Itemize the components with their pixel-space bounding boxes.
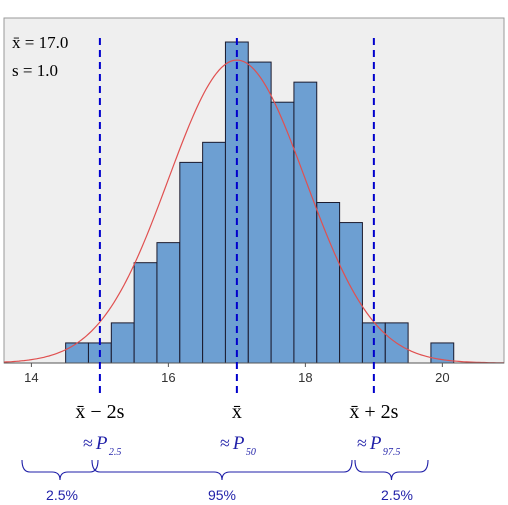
percentile-subscript-0: 2.5 bbox=[109, 447, 122, 458]
histogram-bar-0 bbox=[65, 342, 89, 364]
region-braces bbox=[21, 459, 429, 481]
approx-symbol-2: ≈ bbox=[357, 433, 367, 453]
histogram-bar-6 bbox=[202, 141, 226, 364]
approx-symbol-1: ≈ bbox=[220, 433, 230, 453]
brace-right-tail bbox=[354, 459, 429, 481]
histogram-bar-4 bbox=[156, 242, 181, 364]
reference-labels: x̄ − 2s≈ P 2.5x̄≈ P 50x̄ + 2s≈ P 97.5 bbox=[75, 401, 400, 458]
histogram-bar-8 bbox=[247, 61, 272, 364]
histogram-bar-3 bbox=[133, 262, 158, 364]
reference-label-1: x̄ bbox=[232, 401, 242, 423]
x-tick-label-2: 18 bbox=[298, 370, 312, 385]
histogram-bar-2 bbox=[110, 322, 135, 364]
brace-left-tail bbox=[21, 459, 99, 481]
histogram-bar-12 bbox=[339, 222, 363, 364]
percentile-symbol-0: P bbox=[95, 433, 108, 454]
x-axis-ticks: 14 16 18 20 bbox=[24, 363, 450, 385]
x-tick-label-0: 14 bbox=[24, 370, 38, 385]
histogram-bar-11 bbox=[316, 202, 341, 364]
approx-symbol-0: ≈ bbox=[83, 433, 93, 453]
reference-label-2: x̄ + 2s bbox=[349, 401, 398, 423]
x-tick-label-1: 16 bbox=[161, 370, 175, 385]
x-tick-label-3: 20 bbox=[435, 370, 449, 385]
histogram-bar-10 bbox=[293, 81, 318, 364]
percentile-symbol-2: P bbox=[369, 433, 382, 454]
brace-middle bbox=[91, 459, 353, 481]
percentile-subscript-2: 97.5 bbox=[383, 447, 401, 458]
region-middle-pct: 95% bbox=[208, 487, 236, 503]
sd-stat-label: s = 1.0 bbox=[12, 61, 58, 80]
histogram-bar-5 bbox=[179, 161, 204, 364]
reference-label-0: x̄ − 2s bbox=[75, 401, 124, 423]
region-left-pct: 2.5% bbox=[46, 487, 78, 503]
percentile-subscript-1: 50 bbox=[246, 447, 256, 458]
percentile-symbol-1: P bbox=[232, 433, 245, 454]
normal-curve bbox=[3, 59, 504, 364]
histogram-bars bbox=[65, 41, 455, 364]
region-right-pct: 2.5% bbox=[381, 487, 413, 503]
mean-stat-label: x̄ = 17.0 bbox=[12, 33, 68, 52]
